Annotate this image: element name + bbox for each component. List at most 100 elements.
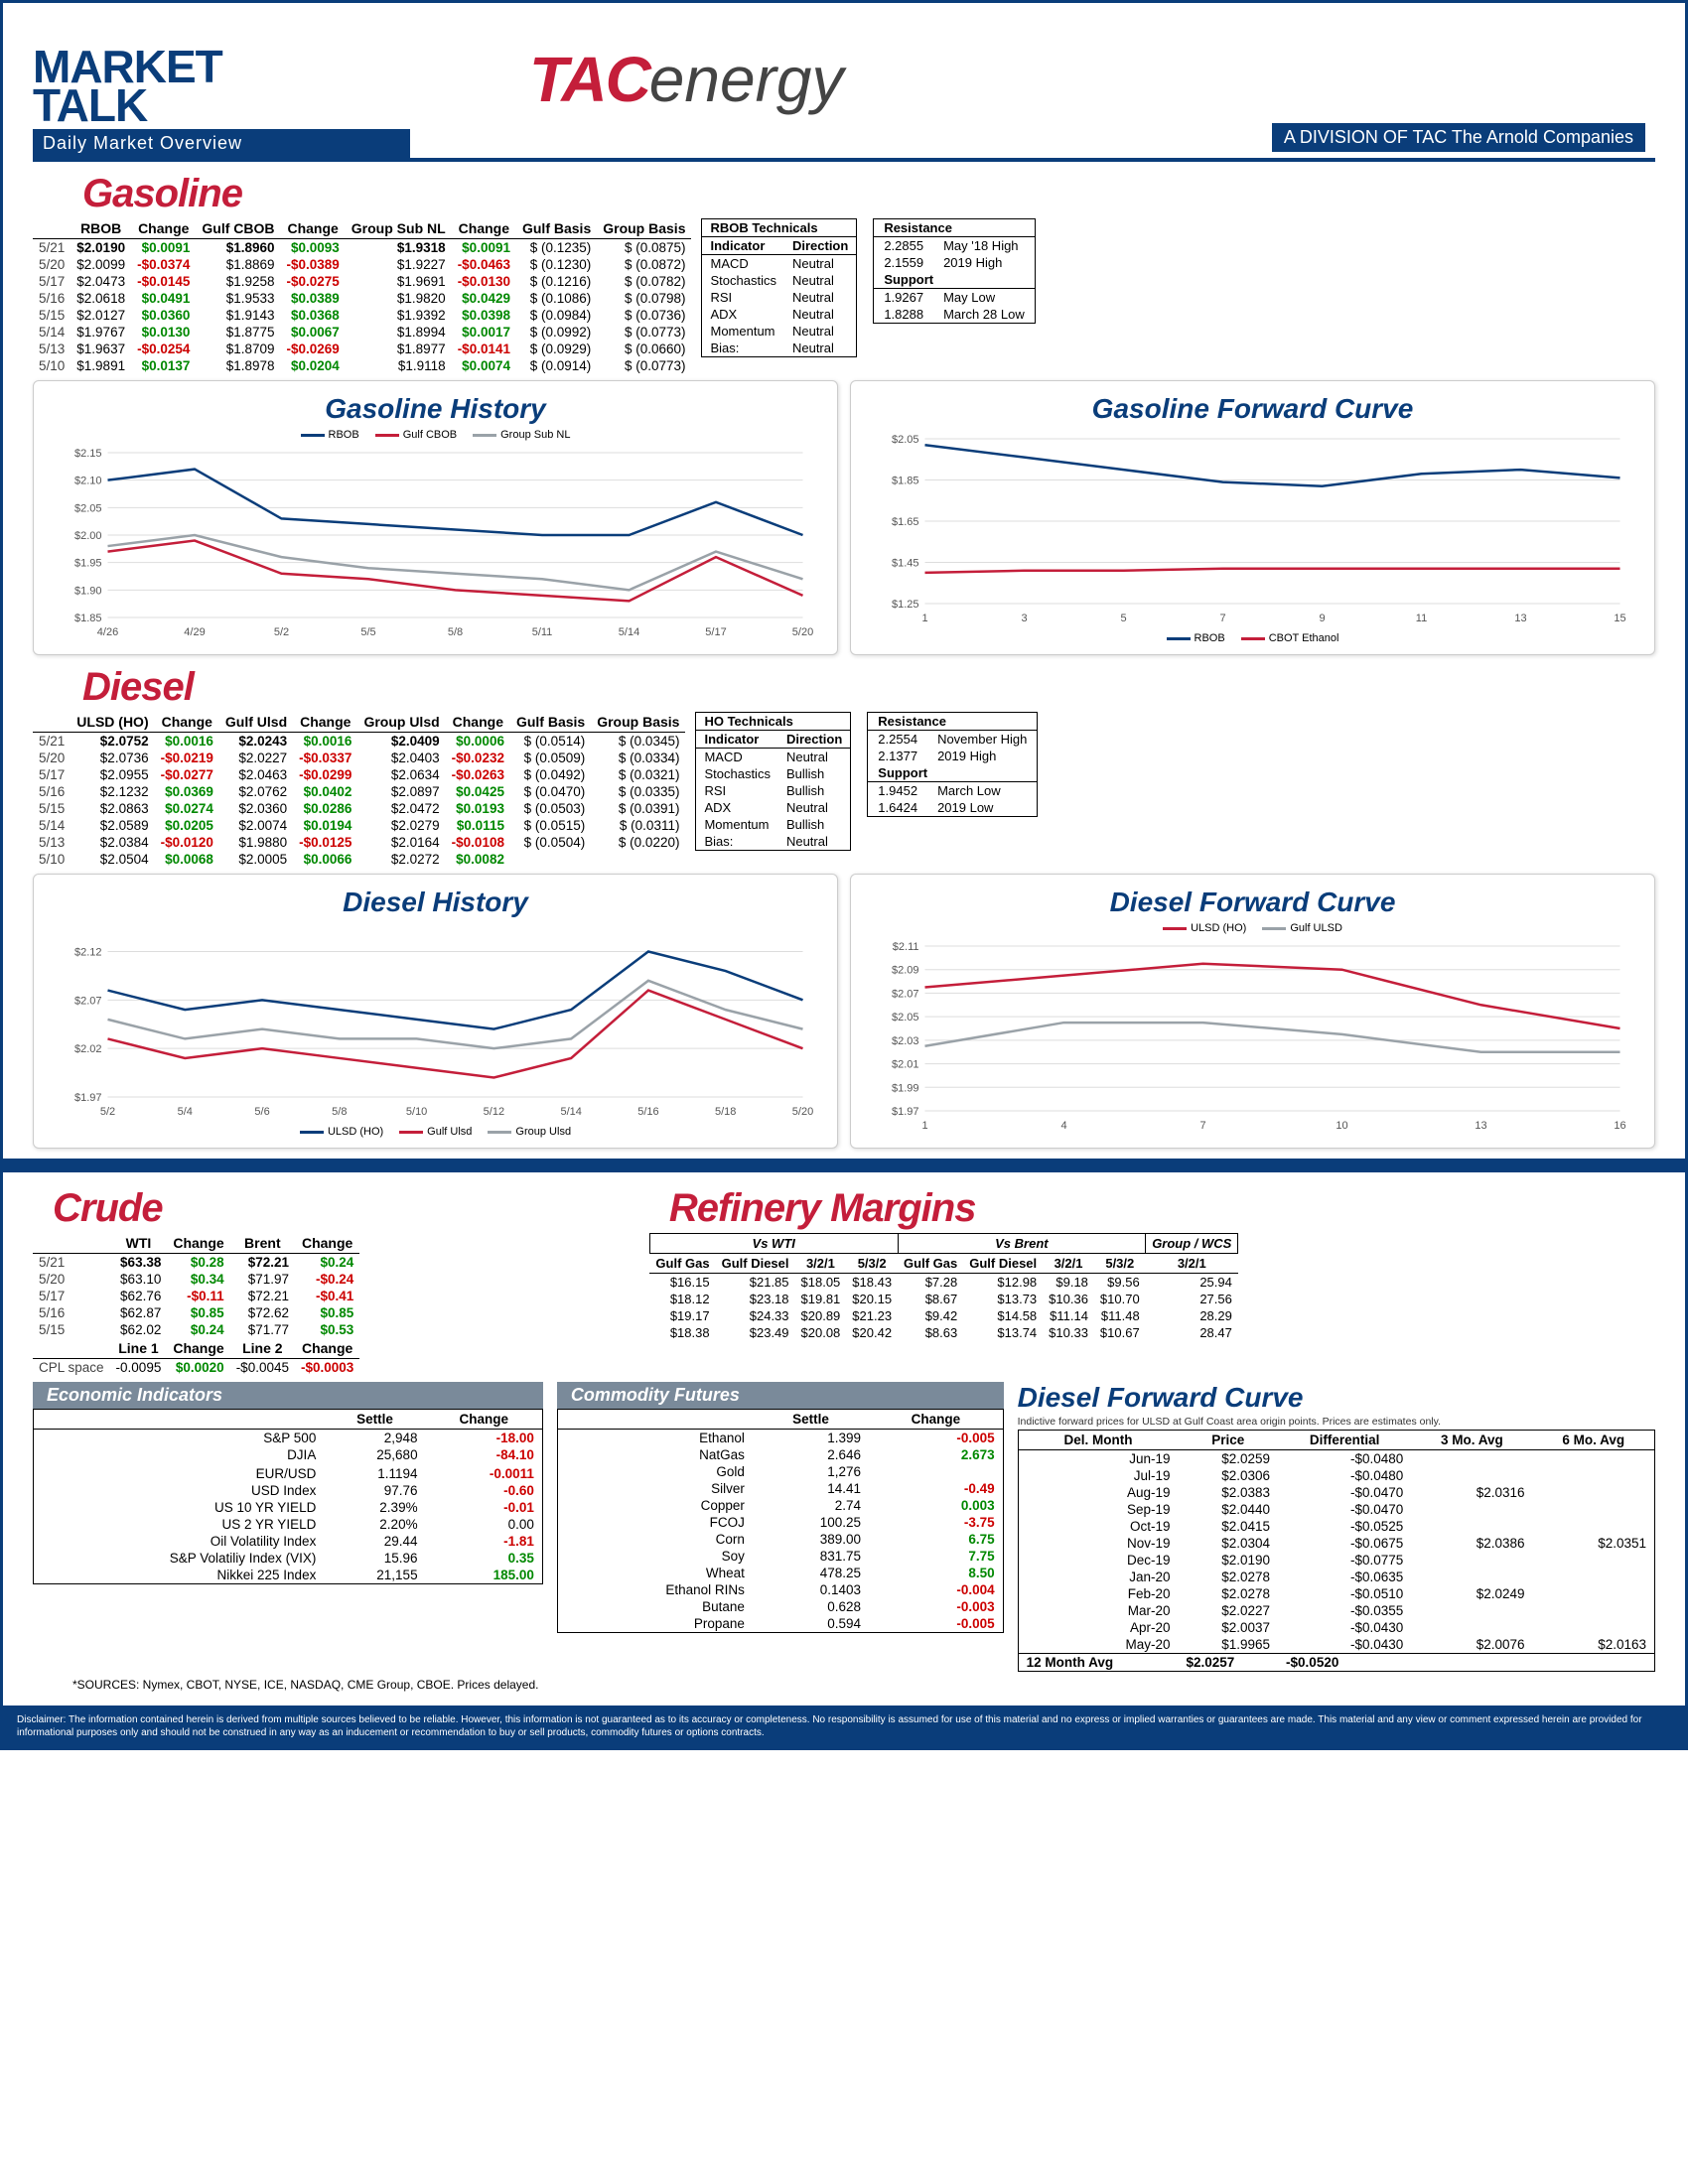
dfc-title: Diesel Forward Curve <box>1018 1382 1655 1414</box>
tac-logo: TACenergy <box>529 43 843 116</box>
crude-title: Crude <box>53 1186 649 1231</box>
svg-text:$2.07: $2.07 <box>74 995 102 1007</box>
dsl-hist-svg: $1.97$2.02$2.07$2.125/25/45/65/85/105/12… <box>40 922 831 1121</box>
svg-text:$2.09: $2.09 <box>892 965 919 977</box>
svg-text:11: 11 <box>1416 613 1427 624</box>
svg-text:5/8: 5/8 <box>448 626 463 638</box>
svg-text:$1.95: $1.95 <box>74 558 102 570</box>
gasoline-title: Gasoline <box>82 172 1655 216</box>
svg-text:4/29: 4/29 <box>184 626 205 638</box>
gasoline-history-chart: Gasoline History RBOBGulf CBOBGroup Sub … <box>33 380 838 655</box>
svg-text:$2.02: $2.02 <box>74 1043 102 1055</box>
svg-text:$1.65: $1.65 <box>892 516 919 528</box>
dsl-hist-legend: ULSD (HO)Gulf UlsdGroup Ulsd <box>40 1126 831 1138</box>
svg-text:$2.10: $2.10 <box>74 476 102 487</box>
svg-text:10: 10 <box>1336 1120 1347 1132</box>
dsl-sup-title: Support <box>868 764 1038 782</box>
svg-text:$2.15: $2.15 <box>74 448 102 460</box>
gas-hist-svg: $1.85 $1.90 $1.95 $2.00 $2.05 $2.10 $2.15 4/26 4… <box>40 443 831 641</box>
svg-text:5/16: 5/16 <box>637 1106 658 1118</box>
diesel-forward-chart: Diesel Forward Curve ULSD (HO)Gulf ULSD … <box>850 874 1655 1149</box>
comm-block: Commodity Futures SettleChange Ethanol1.… <box>557 1382 1004 1672</box>
brand: MARKET TALK <box>33 48 410 125</box>
svg-text:1: 1 <box>921 613 927 624</box>
svg-text:7: 7 <box>1199 1120 1205 1132</box>
gas-hist-title: Gasoline History <box>40 393 831 425</box>
svg-text:$2.05: $2.05 <box>74 502 102 514</box>
svg-text:7: 7 <box>1219 613 1225 624</box>
svg-text:3: 3 <box>1021 613 1027 624</box>
svg-text:5/14: 5/14 <box>560 1106 581 1118</box>
logo-energy: energy <box>649 44 844 115</box>
svg-text:$1.85: $1.85 <box>74 613 102 624</box>
comm-table: SettleChange Ethanol1.399-0.005NatGas2.6… <box>557 1409 1004 1633</box>
svg-text:5/11: 5/11 <box>532 626 553 638</box>
svg-text:$2.07: $2.07 <box>892 988 919 1000</box>
diesel-technicals: HO Technicals IndicatorDirection MACDNeu… <box>695 712 851 851</box>
svg-text:5/8: 5/8 <box>332 1106 347 1118</box>
tech-h1: Indicator <box>702 237 784 255</box>
svg-text:5/12: 5/12 <box>484 1106 504 1118</box>
crude-block: Crude WTIChangeBrentChange 5/21$63.38$0.… <box>33 1176 649 1376</box>
gasoline-row: RBOBChangeGulf CBOBChangeGroup Sub NLCha… <box>33 218 1655 374</box>
gas-fwd-svg: $1.25$1.45$1.65$1.85$2.0513579111315 <box>857 429 1648 627</box>
header-left: MARKET TALK Daily Market Overview <box>33 48 410 158</box>
svg-text:5/20: 5/20 <box>792 1106 813 1118</box>
svg-text:$1.85: $1.85 <box>892 476 919 487</box>
dsl-tech-title: HO Technicals <box>696 713 851 731</box>
svg-text:$2.11: $2.11 <box>893 941 919 953</box>
svg-text:$2.03: $2.03 <box>892 1035 919 1047</box>
dsl-fwd-svg: $1.97 $1.99 $2.01 $2.03 $2.05 $2.07 $2.09 $2.11… <box>857 936 1648 1135</box>
gasoline-charts: Gasoline History RBOBGulf CBOBGroup Sub … <box>33 380 1655 655</box>
dsl-tech-h1: Indicator <box>696 731 778 749</box>
gasoline-levels: Resistance 2.2855May '18 High2.15592019 … <box>873 218 1035 324</box>
divider-bar <box>3 1159 1685 1172</box>
svg-text:5/2: 5/2 <box>274 626 289 638</box>
gasoline-table: RBOBChangeGulf CBOBChangeGroup Sub NLCha… <box>33 218 691 374</box>
margins-title: Refinery Margins <box>669 1186 1655 1231</box>
dfc-note: Indictive forward prices for ULSD at Gul… <box>1018 1416 1655 1428</box>
svg-text:$1.99: $1.99 <box>892 1082 919 1094</box>
diesel-charts: Diesel History $1.97$2.02$2.07$2.125/25/… <box>33 874 1655 1149</box>
diesel-levels: Resistance 2.2554November High2.13772019… <box>867 712 1038 817</box>
gasoline-technicals: RBOB Technicals IndicatorDirection MACDN… <box>701 218 857 357</box>
svg-text:5/4: 5/4 <box>178 1106 193 1118</box>
margins-block: Refinery Margins Vs WTIVs BrentGroup / W… <box>649 1176 1655 1376</box>
svg-text:5/2: 5/2 <box>100 1106 115 1118</box>
svg-text:$1.97: $1.97 <box>892 1106 919 1118</box>
disclaimer: Disclaimer: The information contained he… <box>3 1706 1685 1747</box>
dsl-tech-h2: Direction <box>778 731 851 749</box>
gas-fwd-legend: RBOBCBOT Ethanol <box>857 632 1648 644</box>
svg-text:5/17: 5/17 <box>705 626 726 638</box>
svg-text:$1.90: $1.90 <box>74 585 102 597</box>
svg-text:4: 4 <box>1060 1120 1066 1132</box>
res-title: Resistance <box>874 219 1035 237</box>
brand-line2: TALK <box>33 79 147 131</box>
svg-text:5: 5 <box>1120 613 1126 624</box>
crude-margins-row: Crude WTIChangeBrentChange 5/21$63.38$0.… <box>33 1176 1655 1376</box>
diesel-row: ULSD (HO)ChangeGulf UlsdChangeGroup Ulsd… <box>33 712 1655 868</box>
dfc-table: Del. MonthPriceDifferential3 Mo. Avg6 Mo… <box>1018 1430 1655 1672</box>
svg-text:$2.12: $2.12 <box>74 947 102 959</box>
dsl-res-title: Resistance <box>868 713 1038 731</box>
econ-block: Economic Indicators SettleChange S&P 500… <box>33 1382 543 1672</box>
svg-text:5/5: 5/5 <box>360 626 375 638</box>
svg-text:$2.01: $2.01 <box>892 1059 919 1071</box>
svg-text:5/20: 5/20 <box>792 626 813 638</box>
svg-text:9: 9 <box>1319 613 1325 624</box>
econ-table: SettleChange S&P 5002,948-18.00DJIA25,68… <box>33 1409 543 1584</box>
svg-text:$1.97: $1.97 <box>74 1092 102 1104</box>
dfc-block: Diesel Forward Curve Indictive forward p… <box>1018 1382 1655 1672</box>
svg-text:$2.00: $2.00 <box>74 530 102 542</box>
page: MARKET TALK Daily Market Overview TACene… <box>0 0 1688 1750</box>
logo-tac: TAC <box>529 44 649 115</box>
margins-table: Vs WTIVs BrentGroup / WCS Gulf GasGulf D… <box>649 1233 1238 1341</box>
svg-text:$1.25: $1.25 <box>892 599 919 611</box>
diesel-title: Diesel <box>82 665 1655 710</box>
svg-text:5/14: 5/14 <box>619 626 639 638</box>
svg-text:$2.05: $2.05 <box>892 1012 919 1024</box>
svg-text:4/26: 4/26 <box>97 626 118 638</box>
gas-hist-legend: RBOBGulf CBOBGroup Sub NL <box>40 429 831 441</box>
tech-h2: Direction <box>784 237 857 255</box>
diesel-history-chart: Diesel History $1.97$2.02$2.07$2.125/25/… <box>33 874 838 1149</box>
